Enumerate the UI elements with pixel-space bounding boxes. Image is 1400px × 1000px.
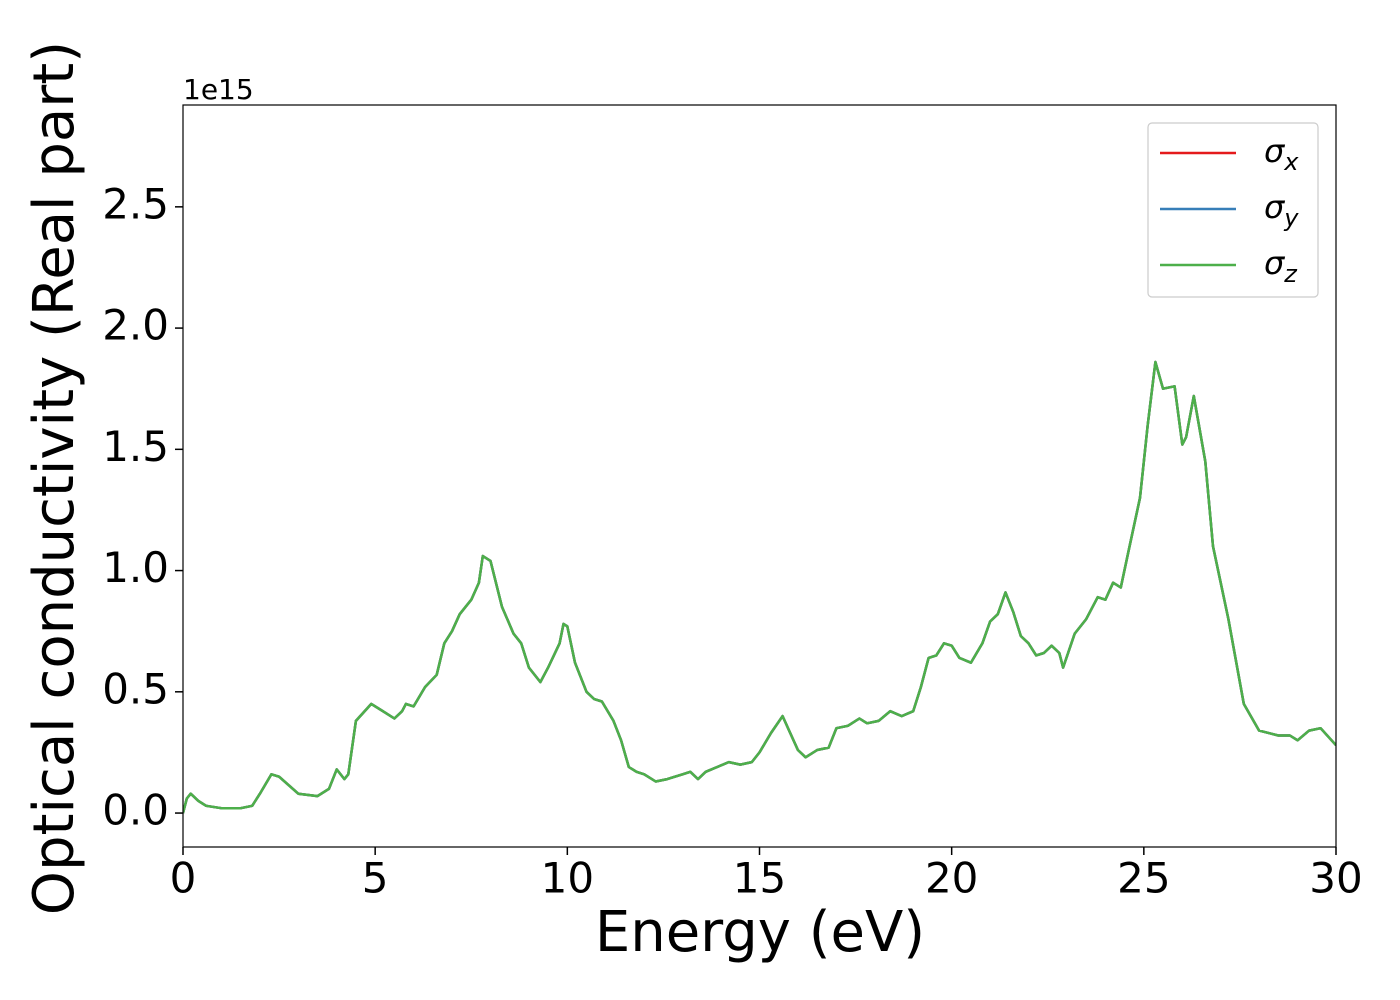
y-tick-label: 0.0: [102, 786, 169, 835]
y-axis-label: Optical conductivity (Real part): [22, 41, 87, 915]
legend-label: σx: [1264, 132, 1299, 176]
y-tick-label: 0.5: [102, 664, 169, 713]
x-axis-label: Energy (eV): [595, 900, 925, 965]
series-line: [183, 360, 1336, 814]
legend-label: σy: [1264, 188, 1299, 232]
x-tick-label: 5: [362, 854, 389, 903]
y-tick-label: 1.0: [102, 543, 169, 592]
series-line: [183, 360, 1336, 814]
x-tick-label: 30: [1309, 854, 1362, 903]
series-line: [183, 360, 1336, 814]
y-offset-text: 1e15: [183, 73, 254, 106]
y-tick-label: 2.0: [102, 301, 169, 350]
x-tick-label: 0: [170, 854, 197, 903]
y-tick-label: 1.5: [102, 422, 169, 471]
x-tick-label: 10: [541, 854, 594, 903]
x-tick-label: 15: [733, 854, 786, 903]
plot-frame: [182, 104, 1337, 848]
y-tick-label: 2.5: [102, 179, 169, 228]
x-tick-label: 20: [925, 854, 978, 903]
x-tick-label: 25: [1117, 854, 1170, 903]
legend-label: σz: [1264, 244, 1298, 288]
